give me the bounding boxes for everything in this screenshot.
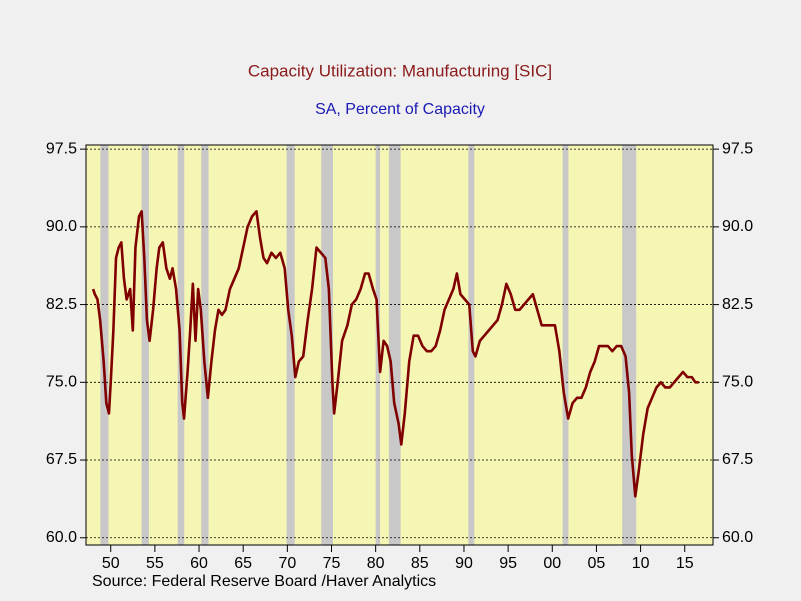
y-tick-label: 60.0 xyxy=(46,529,77,546)
x-tick-label: 55 xyxy=(146,555,164,572)
y-tick-label: 67.5 xyxy=(46,451,77,468)
x-tick-label: 75 xyxy=(323,555,341,572)
x-tick-label: 15 xyxy=(676,555,694,572)
x-tick-label: 60 xyxy=(190,555,208,572)
y-tick-label: 97.5 xyxy=(46,140,77,157)
chart-title: Capacity Utilization: Manufacturing [SIC… xyxy=(248,61,552,80)
recession-band xyxy=(201,145,209,545)
x-tick-label: 85 xyxy=(411,555,429,572)
recession-band xyxy=(622,145,637,545)
x-tick-label: 95 xyxy=(499,555,517,572)
plot-frame xyxy=(85,144,714,546)
y2-tick-label: 60.0 xyxy=(722,529,753,546)
y2-tick-label: 82.5 xyxy=(722,296,753,313)
recession-band xyxy=(100,145,109,545)
x-tick-label: 05 xyxy=(588,555,606,572)
x-tick-label: 65 xyxy=(234,555,252,572)
y-tick-label: 90.0 xyxy=(46,218,77,235)
x-tick-label: 90 xyxy=(455,555,473,572)
source-note: Source: Federal Reserve Board /Haver Ana… xyxy=(92,573,436,590)
recession-band xyxy=(562,145,569,545)
y2-tick-label: 97.5 xyxy=(722,140,753,157)
x-tick-label: 00 xyxy=(543,555,561,572)
y-tick-label: 82.5 xyxy=(46,296,77,313)
y2-tick-label: 90.0 xyxy=(722,218,753,235)
data-line xyxy=(91,210,699,498)
recession-band xyxy=(286,145,295,545)
x-tick-label: 10 xyxy=(632,555,650,572)
y-tick-label: 75.0 xyxy=(46,374,77,391)
x-tick-label: 80 xyxy=(367,555,385,572)
recession-band xyxy=(141,145,149,545)
x-tick-label: 50 xyxy=(102,555,120,572)
chart-subtitle: SA, Percent of Capacity xyxy=(315,101,485,118)
y2-tick-label: 75.0 xyxy=(722,374,753,391)
y2-tick-label: 67.5 xyxy=(722,451,753,468)
recession-band xyxy=(388,145,401,545)
x-tick-label: 70 xyxy=(278,555,296,572)
recession-band xyxy=(321,145,334,545)
